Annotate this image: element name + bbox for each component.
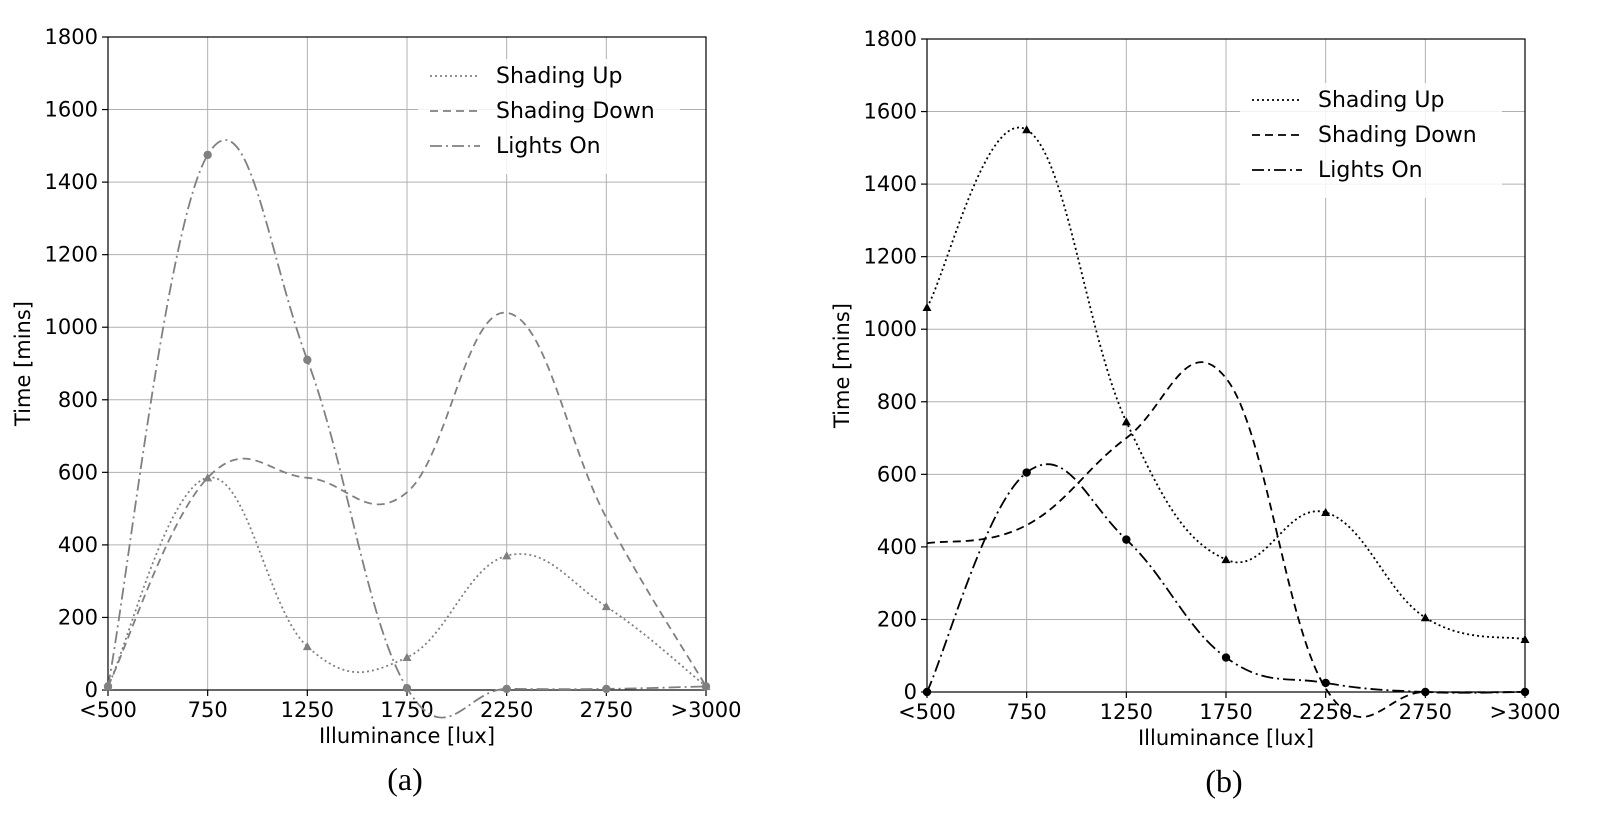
y-axis-label: Time [mins] — [11, 301, 35, 427]
chart-panel-a: <500 750 1250 1750 2250 2750 >3000 0 200 400 600 80… — [11, 25, 742, 797]
data-point-shading-up — [203, 473, 213, 482]
data-point-lights-on — [1321, 678, 1330, 688]
y-tick-label: 600 — [877, 462, 917, 486]
x-tick-label: 1250 — [1100, 700, 1153, 724]
data-point-lights-on — [502, 684, 511, 694]
panel-label: (b) — [1205, 763, 1242, 799]
series-line-lights-on — [926, 463, 1526, 694]
x-tick-label: 750 — [188, 698, 228, 722]
y-tick-label: 200 — [58, 605, 98, 629]
legend-background — [1240, 83, 1502, 198]
data-point-shading-up — [1520, 634, 1530, 643]
x-axis-label: Illuminance [lux] — [1138, 726, 1314, 750]
legend: Shading Up Shading Down Lights On — [1240, 83, 1502, 198]
data-point-shading-up — [1121, 417, 1131, 426]
data-point-lights-on — [922, 687, 932, 697]
series-line-shading-up — [926, 126, 1526, 641]
y-tick-label: 600 — [58, 460, 98, 484]
legend-entry: Lights On — [1318, 158, 1423, 183]
data-point-lights-on — [1520, 687, 1530, 697]
series-line-shading-up — [107, 476, 707, 688]
x-tick-label: 2750 — [1399, 700, 1452, 724]
data-point-shading-up — [1321, 507, 1331, 517]
y-tick-label: 1400 — [45, 170, 98, 194]
legend-entry: Shading Down — [1318, 123, 1477, 148]
y-tick-label: 1800 — [864, 27, 917, 51]
y-tick-label: 1200 — [45, 243, 98, 267]
y-tick-label: 800 — [877, 390, 917, 414]
data-point-lights-on — [1221, 653, 1231, 662]
data-point-shading-up — [601, 602, 611, 611]
data-point-shading-up — [1221, 555, 1231, 564]
data-point-shading-up — [302, 641, 312, 651]
legend-entry: Shading Up — [496, 64, 622, 89]
x-tick-label: 1750 — [380, 698, 433, 722]
data-point-lights-on — [103, 682, 113, 691]
y-axis-label: Time [mins] — [830, 303, 854, 429]
series-line-shading-down — [926, 361, 1526, 718]
x-tick-label: >3000 — [670, 698, 741, 722]
legend-background — [418, 59, 680, 174]
y-tick-label: 1200 — [864, 245, 917, 269]
data-point-shading-up — [402, 652, 412, 661]
x-tick-label: 750 — [1007, 700, 1047, 724]
y-tick-label: 1000 — [45, 315, 98, 339]
x-tick-label: <500 — [898, 700, 956, 724]
x-tick-label: 2250 — [1299, 700, 1352, 724]
x-tick-label: >3000 — [1489, 700, 1560, 724]
panel-label: (a) — [387, 761, 423, 797]
x-tick-label: 2250 — [480, 698, 533, 722]
y-tick-label: 0 — [85, 678, 98, 702]
legend: Shading Up Shading Down Lights On — [418, 59, 680, 174]
y-tick-label: 200 — [877, 607, 917, 631]
x-tick-label: 1250 — [281, 698, 334, 722]
data-point-lights-on — [701, 682, 711, 691]
legend-entry: Shading Down — [496, 99, 655, 124]
y-tick-label: 1600 — [45, 98, 98, 122]
data-point-lights-on — [303, 355, 312, 365]
x-tick-label: 1750 — [1199, 700, 1252, 724]
data-point-lights-on — [1022, 468, 1031, 477]
y-tick-label: 400 — [58, 533, 98, 557]
data-point-lights-on — [203, 150, 212, 160]
legend-entry: Lights On — [496, 134, 601, 159]
x-tick-label: <500 — [79, 698, 137, 722]
x-axis-label: Illuminance [lux] — [319, 724, 495, 748]
y-tick-label: 0 — [904, 680, 917, 704]
data-point-shading-up — [1022, 125, 1032, 134]
y-tick-label: 800 — [58, 388, 98, 412]
data-point-lights-on — [402, 683, 412, 693]
data-point-lights-on — [602, 684, 611, 694]
data-point-shading-up — [1420, 613, 1430, 622]
y-tick-label: 1600 — [864, 100, 917, 124]
series-line-shading-down — [107, 311, 707, 687]
y-tick-label: 1800 — [45, 25, 98, 49]
data-point-shading-up — [922, 302, 932, 312]
y-tick-label: 400 — [877, 535, 917, 559]
data-point-shading-up — [502, 551, 512, 560]
y-tick-label: 1400 — [864, 172, 917, 196]
x-tick-label: 2750 — [580, 698, 633, 722]
data-point-lights-on — [1122, 535, 1131, 544]
y-tick-label: 1000 — [864, 317, 917, 341]
legend-entry: Shading Up — [1318, 88, 1444, 113]
chart-panel-b: <500 750 1250 1750 2250 2750 >3000 0 200 400 600 80… — [830, 27, 1561, 799]
data-point-lights-on — [1421, 687, 1430, 697]
